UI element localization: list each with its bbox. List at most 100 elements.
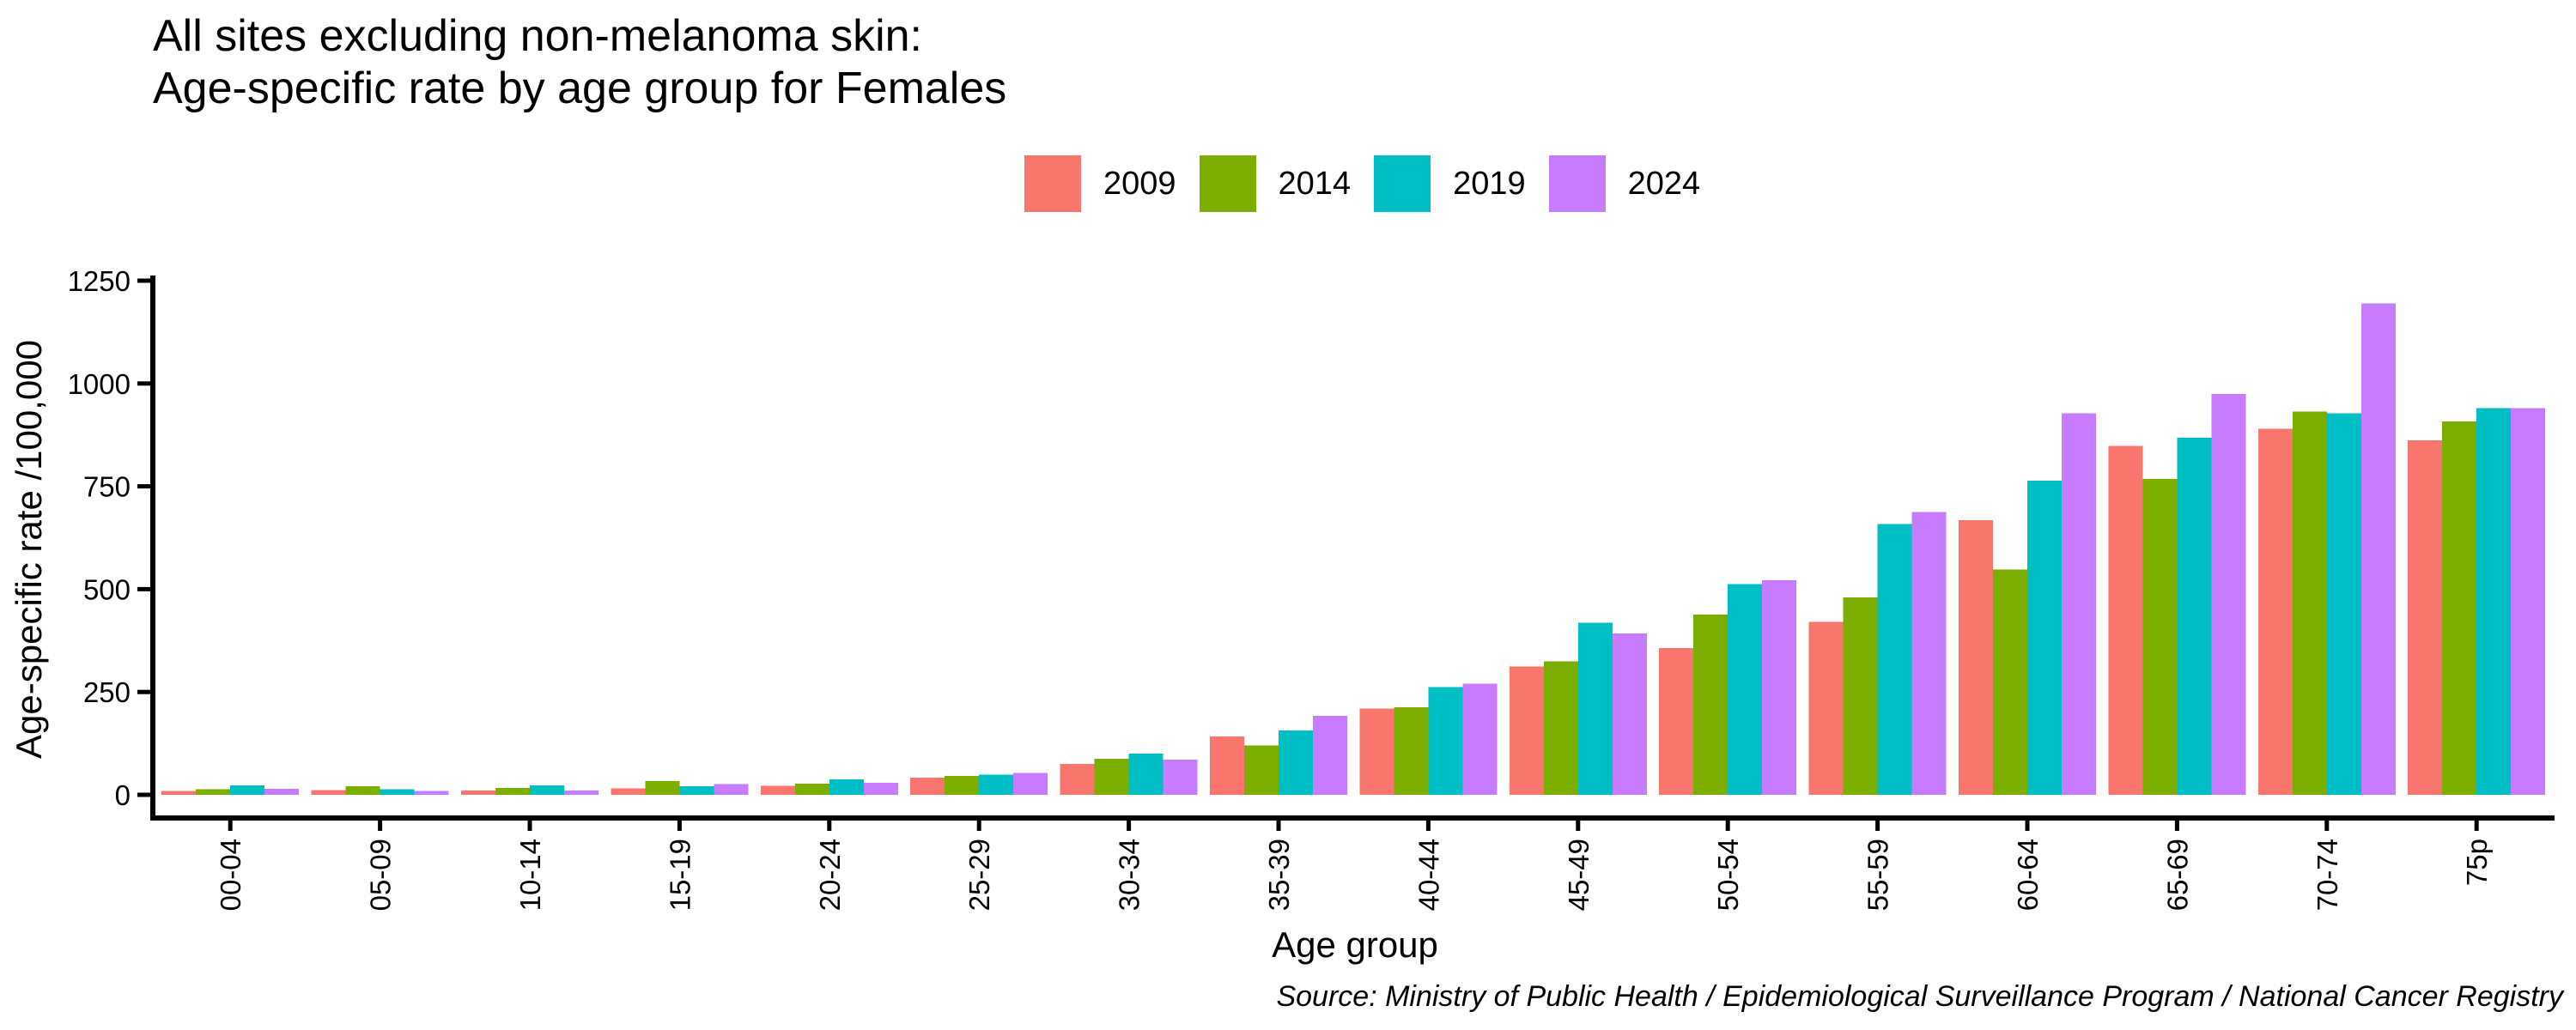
- x-tick-label: 45-49: [1563, 839, 1595, 911]
- bar-2019-00-04: [230, 785, 265, 795]
- bar-2019-45-49: [1577, 622, 1613, 795]
- x-tick-mark: [228, 821, 233, 831]
- bars-layer: [161, 303, 2546, 796]
- legend-swatch-2014: [1199, 155, 1256, 212]
- x-tick-label: 40-44: [1413, 839, 1444, 911]
- x-tick-label: 25-29: [963, 839, 995, 911]
- y-tick-mark: [137, 381, 150, 386]
- x-axis-ticks: 00-04 05-09 10-14 15-19 20-24 25-29 30-34 35-39…: [215, 821, 2493, 911]
- bar-2024-50-54: [1762, 579, 1797, 795]
- legend-item-2014: 2014: [1199, 155, 1352, 212]
- bar-2019-20-24: [829, 779, 864, 795]
- x-tick-label: 75p: [2461, 839, 2493, 886]
- bar-2019-40-44: [1428, 687, 1463, 795]
- bar-2009-65-69: [2108, 445, 2143, 795]
- x-tick-mark: [976, 821, 981, 831]
- bar-2019-25-29: [979, 774, 1014, 795]
- bar-2009-40-44: [1359, 708, 1394, 795]
- x-tick-label: 35-39: [1263, 839, 1295, 911]
- bar-2024-05-09: [414, 791, 449, 795]
- bar-2014-25-29: [945, 775, 980, 795]
- x-tick-label: 65-69: [2161, 839, 2193, 911]
- legend-label: 2019: [1453, 166, 1526, 202]
- x-tick-mark: [378, 821, 383, 831]
- chart-title-line2: Age-specific rate by age group for Femal…: [153, 64, 1007, 113]
- x-tick-mark: [1276, 821, 1281, 831]
- x-tick-label: 15-19: [664, 839, 696, 911]
- y-tick-label: 1250: [68, 265, 131, 297]
- bar-2019-30-34: [1128, 754, 1163, 795]
- bar-2024-35-39: [1313, 715, 1347, 795]
- bar-2024-70-74: [2360, 303, 2396, 796]
- y-tick-mark: [137, 689, 150, 694]
- bar-2009-50-54: [1659, 647, 1694, 795]
- x-tick-mark: [2025, 821, 2030, 831]
- bar-2024-55-59: [1911, 512, 1947, 795]
- legend-swatch-2009: [1024, 155, 1081, 212]
- bar-2009-00-04: [161, 791, 197, 795]
- bar-2009-20-24: [760, 785, 795, 795]
- bar-2014-50-54: [1693, 615, 1728, 795]
- bar-2014-15-19: [645, 781, 680, 795]
- legend-item-2009: 2009: [1024, 155, 1176, 212]
- bar-2019-60-64: [2027, 480, 2062, 795]
- y-tick-label: 250: [83, 676, 131, 708]
- legend-label: 2024: [1627, 166, 1701, 202]
- bar-2024-45-49: [1612, 633, 1647, 795]
- bar-2014-10-14: [495, 787, 530, 795]
- bar-2024-20-24: [863, 783, 898, 795]
- x-axis-line: [150, 815, 2555, 821]
- y-axis-ticks: 0 250 500 750 1000 1250: [68, 265, 150, 811]
- y-tick-mark: [137, 586, 150, 591]
- x-tick-label: 10-14: [514, 839, 546, 911]
- bar-2014-55-59: [1843, 597, 1878, 795]
- bar-2014-35-39: [1244, 745, 1279, 795]
- legend-label: 2014: [1278, 166, 1352, 202]
- x-tick-mark: [527, 821, 532, 831]
- x-tick-label: 50-54: [1712, 839, 1744, 911]
- bar-2019-35-39: [1279, 730, 1313, 795]
- bar-2024-60-64: [2062, 413, 2096, 795]
- bar-2009-35-39: [1210, 736, 1244, 795]
- x-tick-mark: [827, 821, 832, 831]
- bar-2014-05-09: [345, 785, 380, 795]
- bar-2014-30-34: [1094, 758, 1129, 795]
- x-tick-mark: [2324, 821, 2330, 831]
- x-tick-label: 05-09: [365, 839, 397, 911]
- bar-2024-75p: [2511, 408, 2546, 795]
- bar-2019-65-69: [2177, 438, 2212, 795]
- x-tick-label: 00-04: [215, 839, 246, 911]
- x-tick-label: 60-64: [2012, 839, 2044, 911]
- legend-swatch-2019: [1374, 155, 1431, 212]
- bar-2019-70-74: [2326, 413, 2361, 795]
- bar-2014-70-74: [2292, 411, 2327, 795]
- x-axis-title: Age group: [1272, 924, 1438, 965]
- y-tick-mark: [137, 484, 150, 489]
- bar-2009-75p: [2408, 439, 2443, 795]
- y-tick-label: 750: [83, 471, 131, 503]
- bar-2024-00-04: [264, 788, 300, 795]
- bar-2014-65-69: [2142, 478, 2178, 795]
- legend-item-2024: 2024: [1548, 155, 1701, 212]
- bar-2014-20-24: [794, 784, 829, 795]
- bar-2014-00-04: [196, 789, 231, 795]
- x-tick-mark: [1875, 821, 1880, 831]
- bar-2024-25-29: [1013, 772, 1048, 795]
- x-tick-mark: [677, 821, 682, 831]
- bar-2019-15-19: [679, 785, 714, 795]
- chart-title: All sites excluding non-melanoma skin: A…: [153, 10, 1006, 115]
- source-note: Source: Ministry of Public Health / Epid…: [1276, 980, 2565, 1013]
- chart-title-line1: All sites excluding non-melanoma skin:: [153, 11, 922, 61]
- bar-2009-05-09: [311, 790, 346, 795]
- bar-2009-55-59: [1808, 621, 1844, 795]
- bar-2009-30-34: [1060, 764, 1095, 795]
- x-tick-mark: [2174, 821, 2179, 831]
- y-tick-label: 1000: [68, 368, 131, 400]
- x-tick-mark: [1725, 821, 1730, 831]
- legend-swatch-2024: [1548, 155, 1606, 212]
- y-tick-label: 0: [115, 779, 131, 811]
- bar-2009-15-19: [611, 788, 646, 795]
- bar-2024-65-69: [2211, 393, 2246, 795]
